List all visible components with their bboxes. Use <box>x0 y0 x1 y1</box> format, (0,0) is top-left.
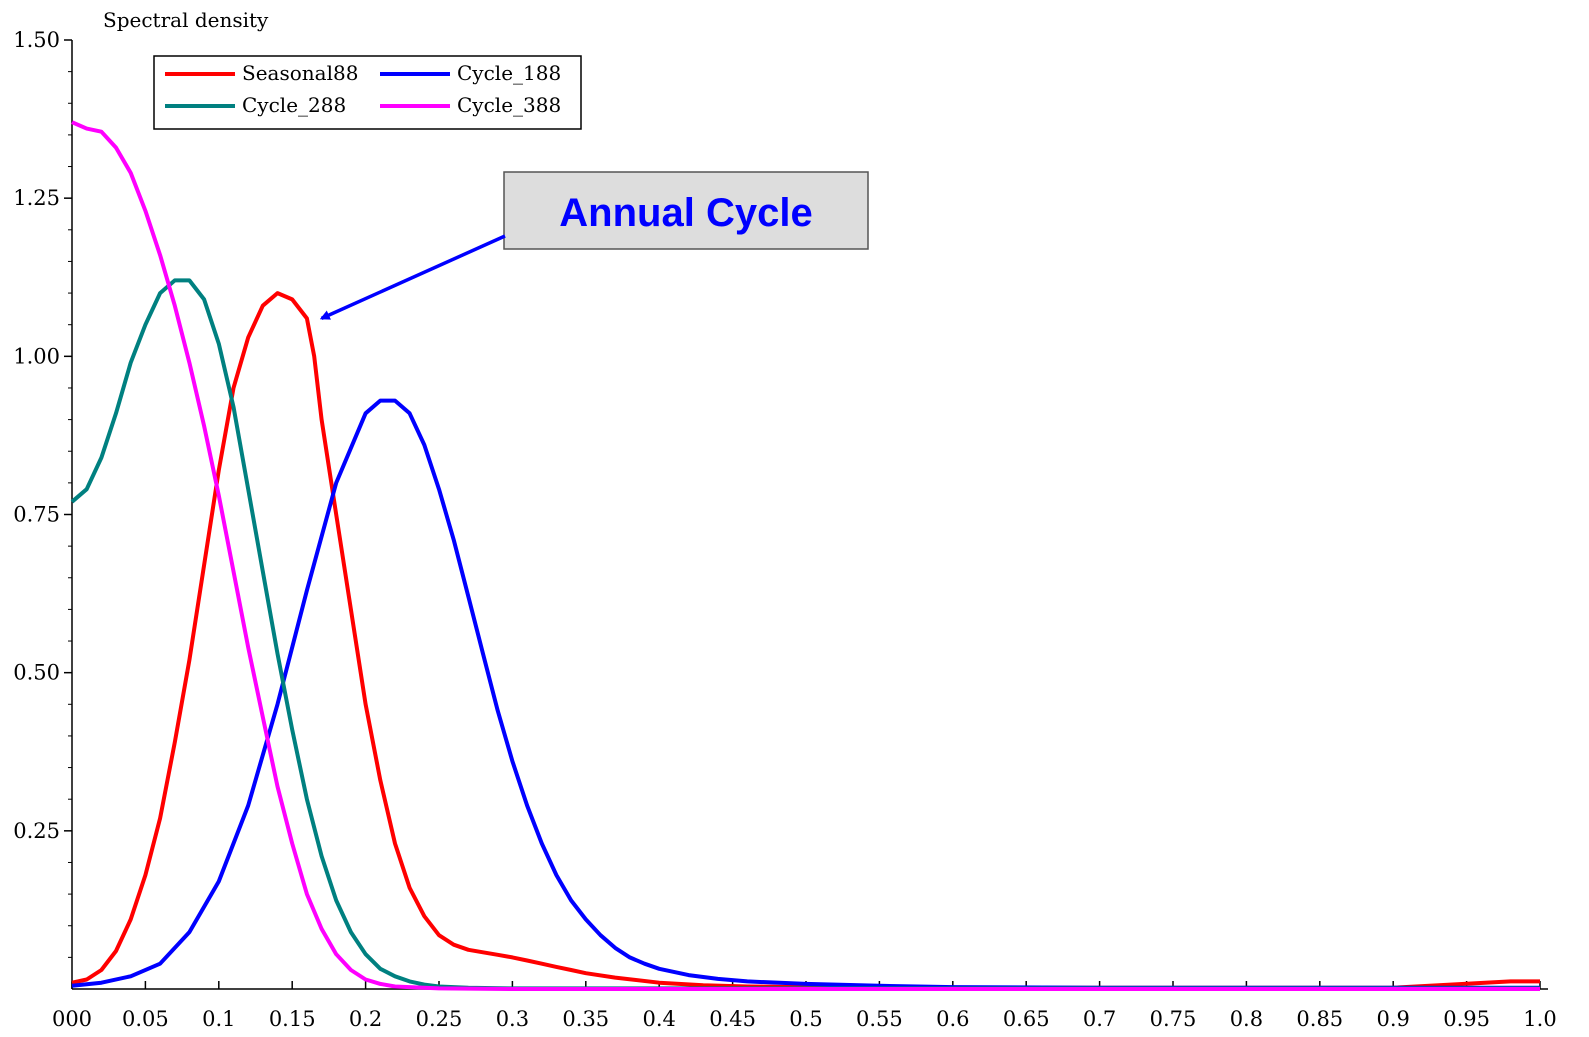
x-tick-label: 0.5 <box>789 1007 822 1031</box>
x-tick-label: 0.6 <box>936 1007 969 1031</box>
x-tick-label: 0.05 <box>122 1007 169 1031</box>
x-tick-label: 0.2 <box>349 1007 382 1031</box>
y-tick-label: 1.00 <box>13 344 60 368</box>
x-tick-label: 0.55 <box>856 1007 903 1031</box>
legend-label: Cycle_288 <box>242 93 346 117</box>
x-tick-label: 0.65 <box>1003 1007 1050 1031</box>
x-tick-label: 0.4 <box>642 1007 675 1031</box>
x-tick-label: 000 <box>52 1007 92 1031</box>
y-axis-label: Spectral density <box>103 8 269 32</box>
x-tick-label: 0.1 <box>202 1007 235 1031</box>
x-tick-label: 0.75 <box>1150 1007 1197 1031</box>
x-tick-label: 0.9 <box>1376 1007 1409 1031</box>
y-tick-label: 0.50 <box>13 661 60 685</box>
x-tick-label: 0.95 <box>1443 1007 1490 1031</box>
series-line-cycle-188 <box>71 398 1540 990</box>
ticks: 0.25 0.50 0.75 1.00 1.25 1.50 000 0.05 0.1 0.15 0.… <box>13 28 1556 1031</box>
annotation-arrow <box>319 234 506 320</box>
x-tick-label: 0.35 <box>562 1007 609 1031</box>
legend-label: Cycle_388 <box>457 93 561 117</box>
y-tick-label: 0.25 <box>13 819 60 843</box>
y-tick-label: 1.50 <box>13 28 60 52</box>
legend-label: Seasonal88 <box>242 61 358 85</box>
legend: Seasonal88 Cycle_188 Cycle_288 Cycle_388 <box>153 55 582 130</box>
x-tick-label: 0.25 <box>416 1007 463 1031</box>
annotation-box <box>503 171 869 250</box>
x-tick-label: 0.85 <box>1296 1007 1343 1031</box>
legend-label: Cycle_188 <box>457 61 561 85</box>
annotation-label: Annual Cycle <box>559 191 812 235</box>
annotation: Annual Cycle <box>319 171 869 320</box>
series-lines <box>70 120 1540 991</box>
x-tick-label: 1.0 <box>1523 1007 1556 1031</box>
series-line-cycle-288 <box>70 278 1540 991</box>
series-line-cycle-388 <box>71 120 1540 991</box>
x-tick-label: 0.45 <box>709 1007 756 1031</box>
x-tick-label: 0.8 <box>1230 1007 1263 1031</box>
legend-box <box>153 55 582 130</box>
x-tick-label: 0.7 <box>1083 1007 1116 1031</box>
y-tick-label: 0.75 <box>13 503 60 527</box>
y-tick-label: 1.25 <box>13 186 60 210</box>
x-tick-label: 0.15 <box>269 1007 316 1031</box>
x-tick-label: 0.3 <box>496 1007 529 1031</box>
